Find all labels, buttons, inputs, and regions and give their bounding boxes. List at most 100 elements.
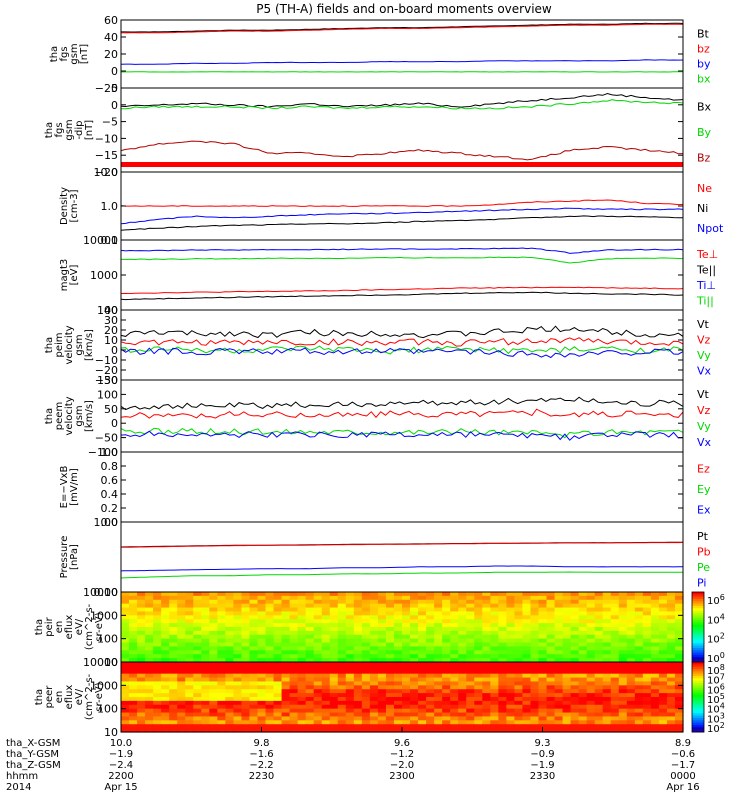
- heatmap-cell: [466, 700, 475, 706]
- heatmap-cell: [161, 697, 170, 702]
- heatmap-cell: [169, 685, 178, 690]
- heatmap-cell: [658, 681, 668, 686]
- heatmap-cell: [578, 697, 588, 702]
- heatmap-cell: [177, 677, 186, 683]
- heatmap-cell: [329, 634, 339, 640]
- heatmap-cell: [666, 685, 676, 690]
- heatmap-cell: [482, 677, 491, 683]
- heatmap-cell: [514, 611, 524, 616]
- heatmap-cell: [193, 615, 202, 620]
- heatmap-cell: [353, 607, 363, 613]
- heatmap-cell: [434, 693, 443, 698]
- heatmap-cell: [217, 611, 226, 616]
- heatmap-cell: [345, 654, 355, 659]
- heatmap-cell: [233, 724, 243, 729]
- heatmap-cell: [297, 615, 307, 620]
- heatmap-cell: [554, 638, 564, 644]
- heatmap-cell: [514, 693, 524, 698]
- heatmap-cell: [385, 630, 395, 636]
- y-axis-label: [nT]: [84, 120, 95, 140]
- heatmap-cell: [137, 712, 146, 718]
- heatmap-cell: [305, 704, 315, 710]
- heatmap-cell: [618, 623, 628, 628]
- heatmap-cell: [305, 669, 315, 675]
- heatmap-cell: [377, 642, 387, 648]
- heatmap-cell: [297, 650, 307, 655]
- heatmap-cell: [538, 673, 548, 679]
- heatmap-cell: [169, 669, 178, 675]
- heatmap-cell: [546, 615, 556, 620]
- heatmap-cell: [289, 595, 299, 601]
- heatmap-cell: [137, 592, 146, 597]
- heatmap-cell: [538, 638, 548, 644]
- heatmap-cell: [506, 708, 515, 714]
- heatmap-cell: [169, 592, 178, 597]
- heatmap-cell: [546, 638, 556, 644]
- heatmap-cell: [241, 630, 251, 636]
- heatmap-cell: [345, 693, 355, 698]
- heatmap-cell: [666, 599, 676, 605]
- heatmap-cell: [554, 662, 564, 667]
- heatmap-cell: [161, 619, 170, 624]
- series-line: [120, 92, 684, 108]
- heatmap-cell: [474, 615, 483, 620]
- heatmap-cell: [201, 673, 210, 679]
- heatmap-cell: [514, 681, 524, 686]
- heatmap-cell: [129, 595, 138, 601]
- heatmap-cell: [321, 615, 331, 620]
- colorbar-step: [692, 615, 704, 619]
- y-axis-label: (cm^2-s-: [84, 603, 95, 650]
- heatmap-cell: [209, 697, 218, 702]
- heatmap-cell: [193, 669, 202, 675]
- heatmap-cell: [626, 662, 636, 667]
- heatmap-cell: [121, 728, 130, 733]
- heatmap-cell: [642, 630, 652, 636]
- heatmap-cell: [169, 724, 178, 729]
- heatmap-cell: [570, 638, 580, 644]
- heatmap-cell: [490, 611, 499, 616]
- heatmap-cell: [161, 642, 170, 648]
- heatmap-cell: [610, 592, 620, 597]
- heatmap-cell: [434, 712, 443, 718]
- heatmap-cell: [161, 685, 170, 690]
- heatmap-cell: [514, 658, 524, 663]
- heatmap-cell: [402, 642, 411, 648]
- heatmap-cell: [241, 669, 251, 675]
- heatmap-cell: [554, 619, 564, 624]
- heatmap-cell: [402, 716, 411, 721]
- heatmap-cell: [522, 689, 532, 694]
- heatmap-cell: [161, 720, 170, 725]
- heatmap-cell: [121, 677, 130, 683]
- heatmap-cell: [538, 634, 548, 640]
- heatmap-cell: [674, 592, 684, 597]
- heatmap-cell: [482, 592, 491, 597]
- heatmap-cell: [450, 704, 459, 710]
- heatmap-cell: [121, 619, 130, 624]
- heatmap-cell: [321, 708, 331, 714]
- heatmap-cell: [393, 685, 403, 690]
- heatmap-cell: [442, 708, 451, 714]
- heatmap-cell: [618, 603, 628, 609]
- heatmap-cell: [217, 650, 226, 655]
- heatmap-cell: [634, 712, 644, 718]
- heatmap-cell: [209, 630, 218, 636]
- heatmap-cell: [666, 654, 676, 659]
- heatmap-cell: [562, 638, 572, 644]
- heatmap-cell: [209, 665, 218, 671]
- y-tick-label: 0.0: [101, 516, 119, 529]
- x-axis-row-label: tha_Z-GSM: [6, 760, 61, 771]
- heatmap-cell: [241, 627, 251, 632]
- heatmap-cell: [402, 662, 411, 667]
- heatmap-cell: [281, 654, 291, 659]
- heatmap-cell: [570, 611, 580, 616]
- heatmap-cell: [377, 611, 387, 616]
- heatmap-cell: [586, 592, 596, 597]
- heatmap-cell: [594, 634, 604, 640]
- heatmap-cell: [482, 685, 491, 690]
- heatmap-cell: [305, 646, 315, 651]
- heatmap-cell: [434, 615, 443, 620]
- heatmap-cell: [337, 708, 347, 714]
- colorbar-step: [692, 671, 704, 675]
- heatmap-cell: [666, 693, 676, 698]
- heatmap-cell: [634, 619, 644, 624]
